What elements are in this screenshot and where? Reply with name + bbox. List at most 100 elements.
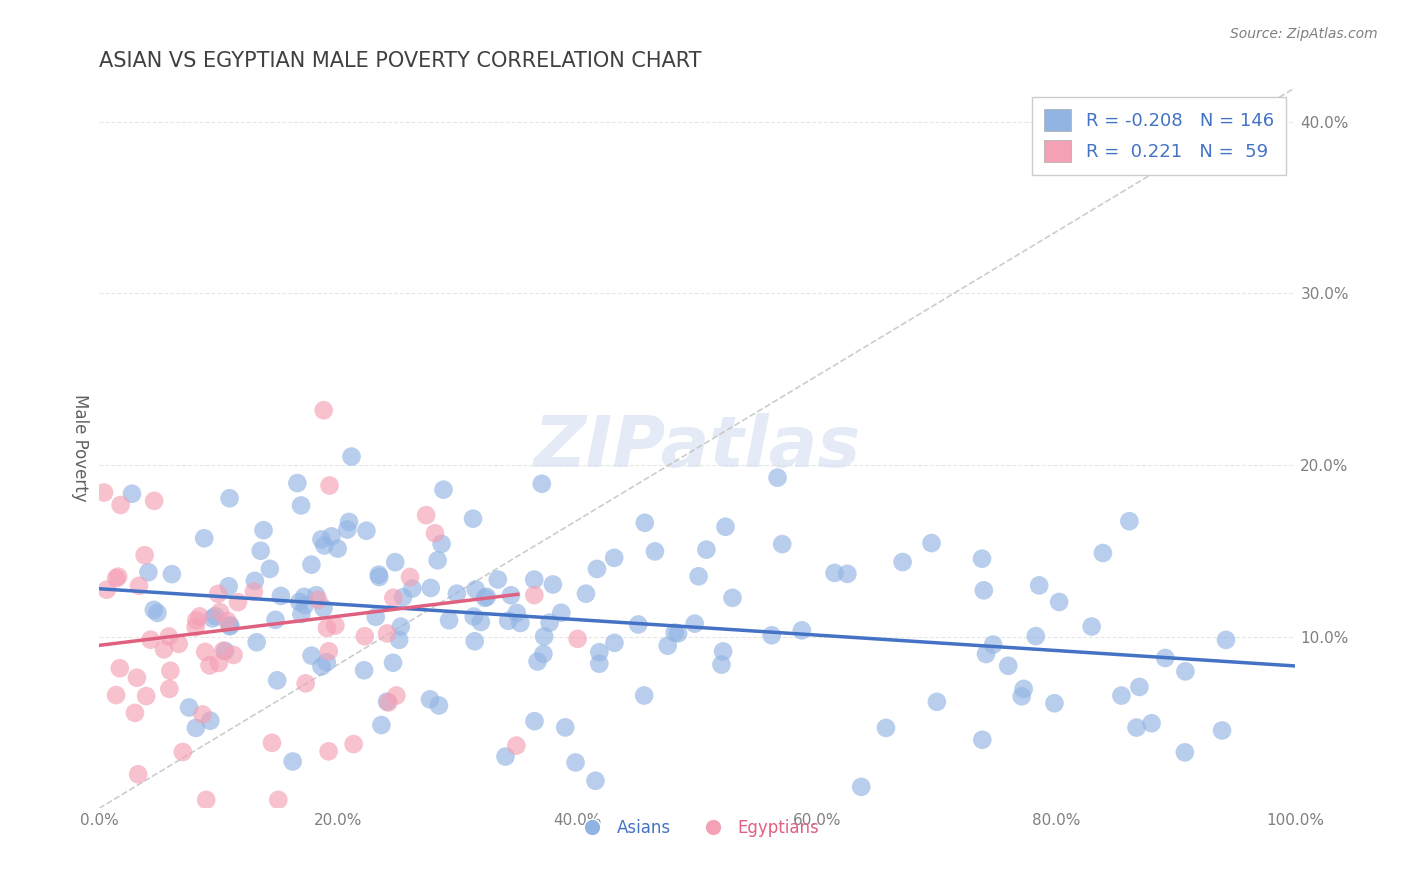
Point — [531, 647, 554, 661]
Point — [1011, 690, 1033, 704]
Point — [1174, 665, 1197, 679]
Point — [336, 523, 359, 537]
Point — [312, 601, 335, 615]
Point — [970, 551, 993, 566]
Point — [337, 515, 360, 529]
Point — [193, 531, 215, 545]
Point — [307, 592, 329, 607]
Point — [585, 773, 607, 788]
Point — [142, 603, 165, 617]
Point — [588, 657, 610, 671]
Point — [290, 499, 312, 513]
Point — [382, 591, 405, 605]
Point — [108, 661, 131, 675]
Point — [217, 614, 239, 628]
Point — [1128, 680, 1150, 694]
Point — [200, 714, 222, 728]
Point — [430, 537, 453, 551]
Point — [1111, 689, 1133, 703]
Point — [695, 542, 717, 557]
Point — [1091, 546, 1114, 560]
Point — [325, 618, 347, 632]
Point — [134, 548, 156, 562]
Point — [105, 571, 128, 585]
Point — [138, 565, 160, 579]
Point — [401, 582, 423, 596]
Point — [824, 566, 846, 580]
Point — [423, 526, 446, 541]
Point — [218, 579, 240, 593]
Point — [1043, 696, 1066, 710]
Point — [184, 721, 207, 735]
Point — [222, 648, 245, 662]
Point — [160, 567, 183, 582]
Point — [177, 700, 200, 714]
Point — [666, 626, 689, 640]
Point — [1028, 578, 1050, 592]
Point — [301, 648, 323, 663]
Point — [427, 698, 450, 713]
Point — [538, 615, 561, 630]
Point — [567, 632, 589, 646]
Point — [384, 555, 406, 569]
Point — [470, 615, 492, 629]
Point — [633, 689, 655, 703]
Point — [157, 630, 180, 644]
Point — [294, 676, 316, 690]
Point — [1154, 651, 1177, 665]
Point — [311, 659, 333, 673]
Point — [204, 609, 226, 624]
Point — [426, 553, 449, 567]
Point — [127, 767, 149, 781]
Point — [252, 523, 274, 537]
Point — [299, 558, 322, 572]
Point — [143, 493, 166, 508]
Point — [837, 566, 859, 581]
Point — [1025, 629, 1047, 643]
Point — [356, 524, 378, 538]
Point — [1012, 681, 1035, 696]
Point — [486, 573, 509, 587]
Point — [389, 619, 412, 633]
Point — [446, 587, 468, 601]
Point — [191, 707, 214, 722]
Legend: Asians, Egyptians: Asians, Egyptians — [568, 812, 825, 843]
Point — [290, 607, 312, 621]
Point — [305, 588, 328, 602]
Point — [157, 681, 180, 696]
Point — [318, 744, 340, 758]
Point — [135, 689, 157, 703]
Point — [243, 574, 266, 588]
Point — [218, 491, 240, 506]
Y-axis label: Male Poverty: Male Poverty — [72, 394, 89, 502]
Point — [526, 655, 548, 669]
Point — [419, 581, 441, 595]
Point — [921, 536, 943, 550]
Point — [688, 569, 710, 583]
Point — [367, 567, 389, 582]
Point — [721, 591, 744, 605]
Point — [464, 582, 486, 597]
Point — [201, 611, 224, 625]
Point — [281, 755, 304, 769]
Point — [110, 498, 132, 512]
Point — [541, 577, 564, 591]
Text: Source: ZipAtlas.com: Source: ZipAtlas.com — [1230, 27, 1378, 41]
Point — [139, 632, 162, 647]
Point — [188, 609, 211, 624]
Point — [321, 529, 343, 543]
Point — [208, 656, 231, 670]
Point — [523, 573, 546, 587]
Point — [375, 626, 398, 640]
Point — [267, 793, 290, 807]
Point — [419, 692, 441, 706]
Point — [315, 655, 337, 669]
Point — [340, 450, 363, 464]
Point — [1215, 632, 1237, 647]
Point — [437, 613, 460, 627]
Point — [554, 720, 576, 734]
Point — [159, 664, 181, 678]
Point — [107, 569, 129, 583]
Point — [368, 570, 391, 584]
Point — [496, 614, 519, 628]
